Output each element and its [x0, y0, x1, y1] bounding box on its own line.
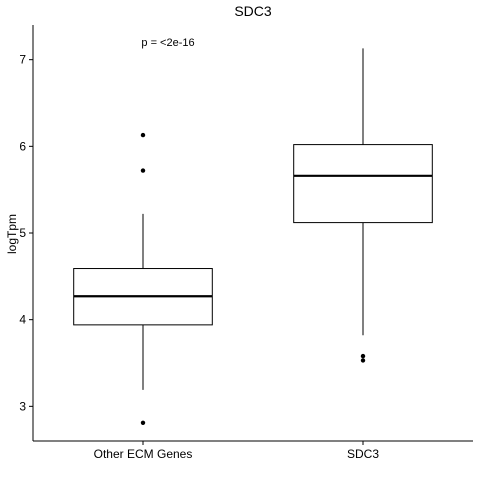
y-tick-label: 5 [19, 226, 26, 240]
y-tick-label: 7 [19, 53, 26, 67]
y-axis-label: logTpm [5, 214, 19, 254]
outlier-point [360, 358, 366, 363]
outlier-point [140, 420, 146, 425]
outlier-point [140, 132, 146, 138]
outlier-point [360, 353, 366, 359]
y-tick-label: 6 [19, 139, 26, 153]
x-tick-label: SDC3 [347, 447, 379, 461]
chart-title: SDC3 [234, 3, 272, 19]
p-value-annotation: p = <2e-16 [141, 37, 194, 49]
y-tick-label: 4 [19, 313, 26, 327]
outlier-point [140, 168, 146, 173]
plot-area: 3 4 5 6 7 Other ECM Genes SDC3 [19, 48, 433, 461]
y-tick-label: 3 [19, 399, 26, 413]
box-iqr [293, 144, 433, 224]
x-tick-label: Other ECM Genes [94, 447, 193, 461]
